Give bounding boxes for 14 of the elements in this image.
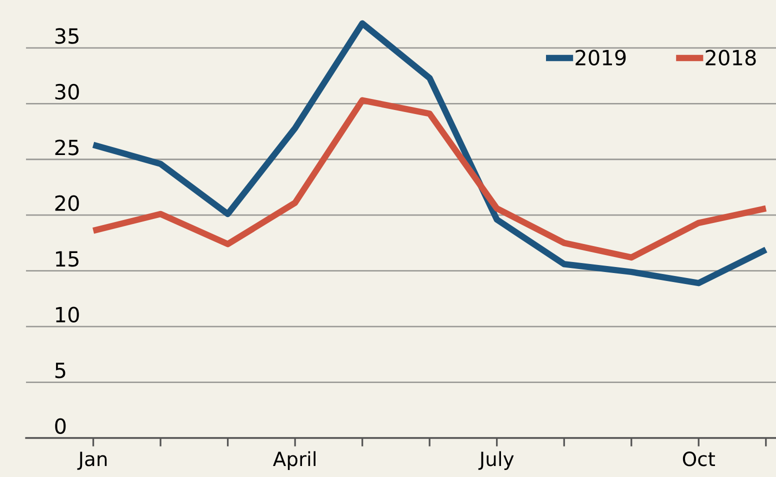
y-tick-label: 20 [55, 195, 79, 212]
x-tick-label: Jan [77, 452, 107, 470]
y-tick-label: 5 [55, 362, 66, 378]
x-tick-label: April [272, 451, 316, 470]
legend-label: 2019 [576, 50, 626, 66]
y-tick-label: 30 [55, 84, 79, 100]
x-tick-label: Oct [682, 452, 715, 466]
y-tick-label: 35 [55, 28, 78, 44]
y-tick-label: 10 [56, 306, 79, 323]
y-tick-label: 15 [56, 251, 78, 267]
legend-label: 2018 [706, 50, 756, 66]
y-tick-label: 25 [55, 140, 78, 156]
y-tick-label: 0 [55, 418, 66, 434]
x-tick-label: July [478, 451, 514, 470]
